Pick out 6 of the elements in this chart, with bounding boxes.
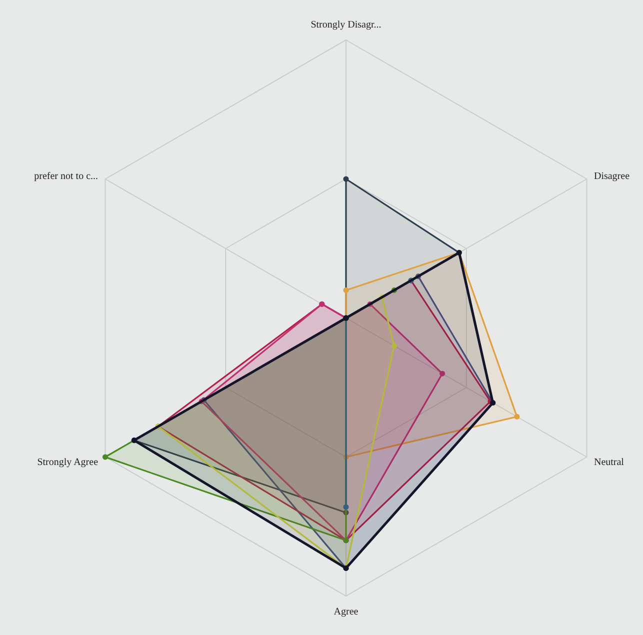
spoke-label: prefer not to c... bbox=[34, 170, 98, 182]
spoke-label: Strongly Agree bbox=[37, 457, 99, 468]
spoke-label: Neutral bbox=[594, 457, 624, 468]
spoke-label: Disagree bbox=[594, 170, 630, 182]
spoke-label: Strongly Disagr... bbox=[310, 20, 382, 31]
spoke-label: Agree bbox=[334, 606, 359, 618]
